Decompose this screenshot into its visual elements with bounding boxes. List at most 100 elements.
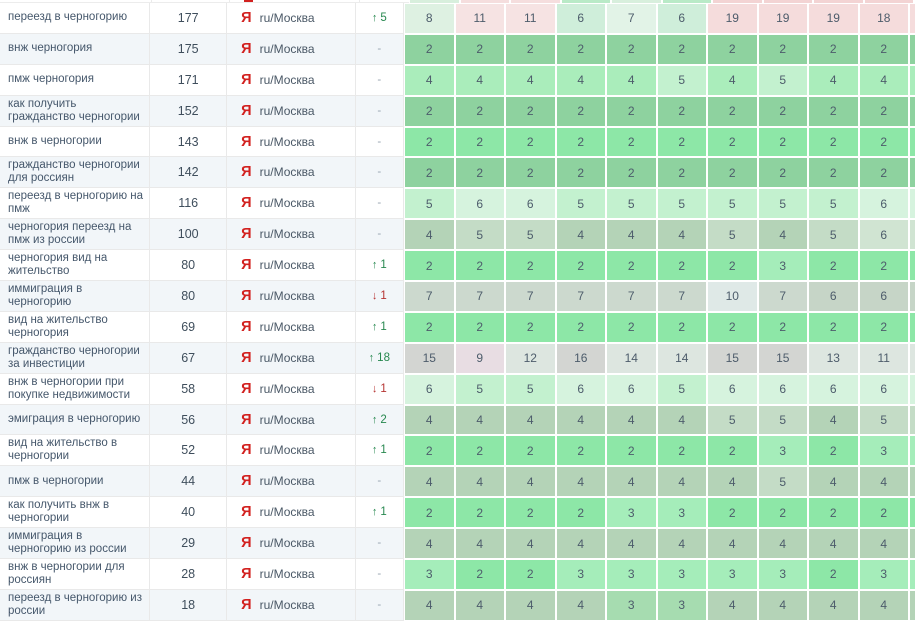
position-cell[interactable]: 2 [708,34,757,64]
position-cell[interactable]: 2 [859,312,908,342]
position-cell[interactable]: 4 [859,65,908,95]
position-cell[interactable]: 5 [758,65,807,95]
position-cell[interactable]: 5 [506,220,555,250]
position-cell[interactable]: 11 [506,4,555,33]
position-cell[interactable]: 4 [809,405,858,435]
position-cell[interactable]: 2 [859,251,908,281]
position-cell[interactable]: 3 [556,560,605,589]
position-cell[interactable]: 3 [657,560,706,589]
position-cell[interactable]: 2 [859,158,908,188]
position-cell[interactable]: 11 [455,4,504,33]
position-cell[interactable]: 2 [809,436,858,466]
position-cell[interactable]: 4 [556,590,605,620]
keyword-link[interactable]: иммиграция в черногорию из россии [8,530,127,556]
position-cell[interactable]: 2 [455,498,504,528]
position-cell[interactable]: 2 [809,312,858,342]
position-cell[interactable]: 4 [859,467,908,497]
position-cell[interactable]: 5 [708,220,757,250]
position-cell[interactable]: 2 [708,498,757,528]
position-cell[interactable]: 2 [758,498,807,528]
position-cell[interactable]: 2 [455,312,504,342]
position-cell[interactable]: 8 [405,4,454,33]
position-cell[interactable]: 2 [506,158,555,188]
position-cell[interactable]: 2 [657,312,706,342]
position-cell[interactable]: 6 [556,4,605,33]
position-cell[interactable]: 2 [809,560,858,589]
position-cell[interactable]: 3 [607,560,656,589]
position-cell[interactable]: 2 [506,96,555,126]
position-cell[interactable]: 2 [506,312,555,342]
position-cell[interactable]: 2 [859,498,908,528]
position-cell[interactable]: 3 [657,590,706,620]
position-cell[interactable]: 19 [809,4,858,33]
position-cell[interactable]: 4 [405,467,454,497]
position-cell[interactable]: 14 [607,343,656,373]
position-cell[interactable]: 2 [657,34,706,64]
position-cell[interactable]: 7 [607,4,656,33]
position-cell[interactable]: 2 [556,34,605,64]
position-cell[interactable]: 2 [455,560,504,589]
position-cell[interactable]: 18 [859,4,908,33]
position-cell[interactable]: 4 [455,65,504,95]
position-cell[interactable]: 4 [708,65,757,95]
position-cell[interactable]: 5 [708,189,757,219]
position-cell[interactable]: 6 [809,374,858,404]
position-cell[interactable]: 6 [556,374,605,404]
position-cell[interactable]: 5 [809,189,858,219]
position-cell[interactable]: 2 [455,127,504,157]
position-cell[interactable]: 4 [506,405,555,435]
position-cell[interactable]: 2 [657,158,706,188]
position-cell[interactable]: 4 [657,529,706,559]
position-cell[interactable]: 2 [809,251,858,281]
position-cell[interactable]: 6 [657,4,706,33]
position-cell[interactable]: 2 [556,251,605,281]
keyword-link[interactable]: переезд в черногорию [8,11,128,24]
position-cell[interactable]: 2 [758,127,807,157]
keyword-link[interactable]: черногория переезд на пмж из россии [8,221,132,247]
position-cell[interactable]: 5 [758,189,807,219]
position-cell[interactable]: 4 [859,590,908,620]
position-cell[interactable]: 2 [607,312,656,342]
position-cell[interactable]: 4 [809,467,858,497]
position-cell[interactable]: 7 [405,282,454,311]
position-cell[interactable]: 9 [455,343,504,373]
position-cell[interactable]: 6 [758,374,807,404]
position-cell[interactable]: 4 [405,405,454,435]
position-cell[interactable]: 2 [405,96,454,126]
position-cell[interactable]: 4 [859,529,908,559]
position-cell[interactable]: 2 [708,127,757,157]
position-cell[interactable]: 4 [758,590,807,620]
position-cell[interactable]: 5 [758,405,807,435]
position-cell[interactable]: 6 [859,189,908,219]
keyword-link[interactable]: внж в черногории для россиян [8,560,125,586]
position-cell[interactable]: 2 [556,436,605,466]
position-cell[interactable]: 19 [708,4,757,33]
position-cell[interactable]: 4 [809,529,858,559]
position-cell[interactable]: 4 [506,467,555,497]
position-cell[interactable]: 15 [405,343,454,373]
position-cell[interactable]: 11 [859,343,908,373]
position-cell[interactable]: 4 [657,405,706,435]
keyword-link[interactable]: пмж в черногории [8,474,104,487]
position-cell[interactable]: 2 [758,312,807,342]
position-cell[interactable]: 2 [405,158,454,188]
position-cell[interactable]: 15 [708,343,757,373]
position-cell[interactable]: 2 [556,127,605,157]
position-cell[interactable]: 6 [809,282,858,311]
position-cell[interactable]: 19 [758,4,807,33]
position-cell[interactable]: 2 [556,96,605,126]
position-cell[interactable]: 2 [506,34,555,64]
position-cell[interactable]: 3 [657,498,706,528]
position-cell[interactable]: 4 [556,467,605,497]
position-cell[interactable]: 5 [657,65,706,95]
position-cell[interactable]: 4 [758,529,807,559]
position-cell[interactable]: 2 [506,251,555,281]
position-cell[interactable]: 4 [607,220,656,250]
position-cell[interactable]: 2 [657,436,706,466]
position-cell[interactable]: 4 [556,529,605,559]
position-cell[interactable]: 2 [708,158,757,188]
position-cell[interactable]: 4 [708,590,757,620]
position-cell[interactable]: 2 [405,251,454,281]
position-cell[interactable]: 2 [455,158,504,188]
keyword-link[interactable]: внж в черногории при покупке недвижимост… [8,375,131,401]
